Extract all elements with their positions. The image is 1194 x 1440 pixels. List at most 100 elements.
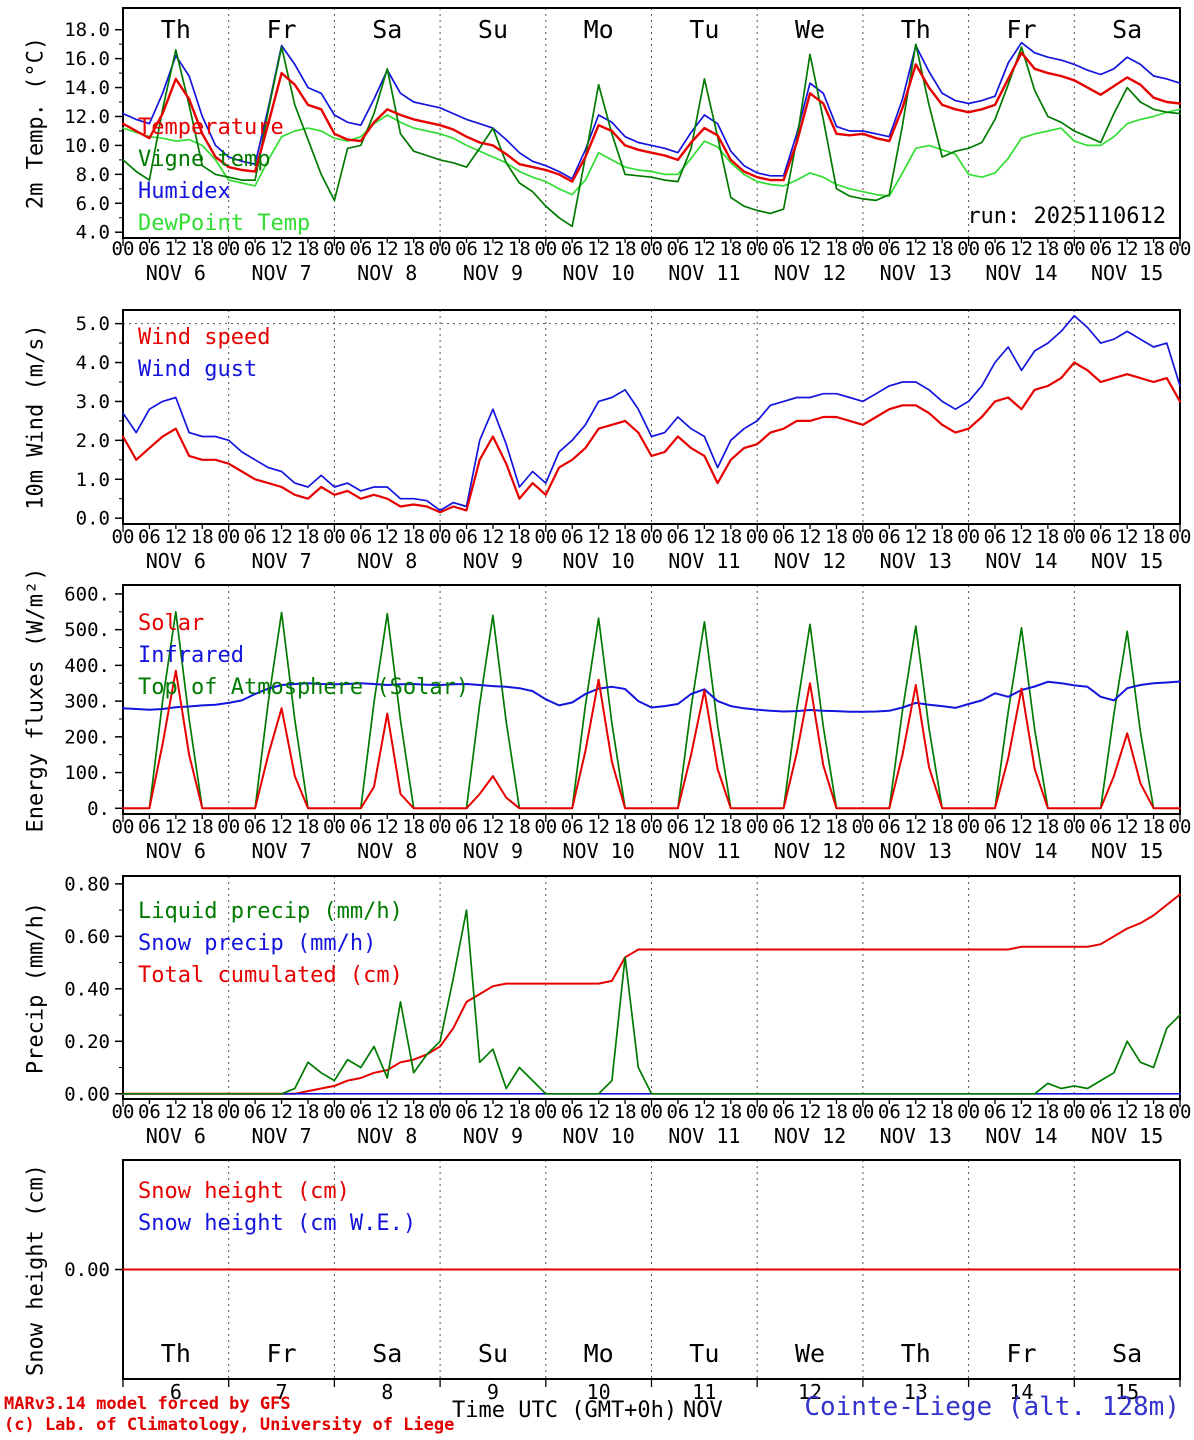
x-tick-label: 18: [297, 1101, 320, 1123]
dow-label-top: Mo: [584, 15, 614, 44]
day-number: 12: [798, 1380, 822, 1404]
x-tick-label: 00: [957, 526, 980, 548]
y-tick-label: 8.0: [76, 164, 110, 186]
x-tick-label: 06: [666, 1101, 689, 1123]
x-tick-label: 12: [904, 1101, 927, 1123]
x-tick-label: 06: [455, 816, 478, 838]
x-tick-label: 06: [138, 816, 161, 838]
month-day-label: NOV 15: [1091, 549, 1163, 573]
x-tick-label: 18: [1142, 816, 1165, 838]
y-tick-label: 500.: [64, 619, 110, 641]
month-day-label: NOV 7: [251, 1124, 311, 1148]
month-day-label: NOV 10: [563, 549, 635, 573]
month-day-label: NOV 11: [668, 839, 740, 863]
y-axis-title-temp: 2m Temp. (°C): [23, 36, 49, 210]
day-number: 10: [587, 1380, 611, 1404]
y-tick-label: 0.80: [64, 873, 110, 895]
x-tick-label: 00: [640, 526, 663, 548]
month-day-label: NOV 6: [146, 549, 206, 573]
day-number: 11: [692, 1380, 716, 1404]
legend-wind-gust: Wind gust: [138, 357, 258, 382]
y-tick-label: 2.0: [76, 430, 110, 452]
y-tick-label: 0.00: [64, 1083, 110, 1105]
x-tick-label: 06: [561, 238, 584, 260]
y-tick-label: 1.0: [76, 469, 110, 491]
x-tick-label: 18: [931, 1101, 954, 1123]
x-tick-label: 18: [402, 1101, 425, 1123]
y-tick-label: 16.0: [64, 48, 110, 70]
y-tick-label: 0.: [87, 798, 110, 820]
x-tick-label: 18: [1036, 1101, 1059, 1123]
x-tick-label: 18: [719, 526, 742, 548]
x-tick-label: 12: [1010, 1101, 1033, 1123]
month-day-label: NOV 13: [880, 1124, 952, 1148]
x-tick-label: 00: [429, 1101, 452, 1123]
x-tick-label: 06: [984, 1101, 1007, 1123]
x-tick-label: 00: [1063, 816, 1086, 838]
x-tick-label: 00: [429, 238, 452, 260]
x-tick-label: 12: [799, 816, 822, 838]
x-tick-label: 06: [878, 1101, 901, 1123]
month-day-label: NOV 13: [880, 839, 952, 863]
x-tick-label: 12: [270, 1101, 293, 1123]
x-tick-label: 12: [587, 238, 610, 260]
x-tick-label: 12: [693, 816, 716, 838]
x-tick-label: 12: [799, 238, 822, 260]
y-tick-label: 200.: [64, 726, 110, 748]
footer-station-title: Cointe-Liege (alt. 128m): [804, 1392, 1180, 1422]
x-tick-label: 00: [1169, 816, 1192, 838]
x-tick-label: 12: [482, 816, 505, 838]
x-tick-label: 18: [297, 526, 320, 548]
x-tick-label: 00: [534, 816, 557, 838]
day-number: 14: [1009, 1380, 1033, 1404]
x-tick-label: 00: [1063, 1101, 1086, 1123]
x-tick-label: 12: [587, 816, 610, 838]
x-tick-label: 12: [270, 526, 293, 548]
month-day-label: NOV 12: [774, 1124, 846, 1148]
x-tick-label: 12: [1116, 816, 1139, 838]
x-tick-label: 18: [402, 238, 425, 260]
x-tick-label: 18: [508, 526, 531, 548]
x-tick-label: 06: [984, 526, 1007, 548]
y-tick-label: 0.40: [64, 978, 110, 1000]
day-number: 15: [1115, 1380, 1139, 1404]
x-tick-label: 00: [217, 816, 240, 838]
x-tick-label: 18: [931, 816, 954, 838]
legend-energy-panel: Solar Infrared Top of Atmosphere (Solar): [138, 608, 469, 704]
x-tick-label: 06: [1089, 238, 1112, 260]
y-tick-label: 14.0: [64, 77, 110, 99]
x-tick-label: 18: [719, 816, 742, 838]
month-day-label: NOV 6: [146, 839, 206, 863]
x-tick-label: 00: [851, 238, 874, 260]
x-tick-label: 18: [931, 238, 954, 260]
x-tick-label: 06: [455, 526, 478, 548]
month-day-label: NOV 9: [463, 549, 523, 573]
month-day-label: NOV 15: [1091, 839, 1163, 863]
x-tick-label: 12: [376, 238, 399, 260]
series-total-cumulated-cm: [122, 893, 1181, 1095]
x-tick-label: 00: [217, 1101, 240, 1123]
dow-label-top: Sa: [372, 15, 402, 44]
dow-label-top: Th: [901, 15, 931, 44]
run-label: run: 2025110612: [967, 204, 1166, 229]
x-tick-label: 18: [508, 238, 531, 260]
legend-snow-height: Snow height (cm): [138, 1179, 350, 1204]
x-tick-label: 06: [138, 526, 161, 548]
y-tick-label: 400.: [64, 655, 110, 677]
x-tick-label: 00: [217, 238, 240, 260]
series-liquid-precip-mm-h: [122, 909, 1181, 1095]
day-number: 9: [487, 1380, 499, 1404]
x-tick-label: 00: [957, 816, 980, 838]
x-tick-label: 00: [429, 816, 452, 838]
x-tick-label: 06: [666, 816, 689, 838]
x-tick-label: 06: [984, 816, 1007, 838]
x-tick-label: 06: [244, 526, 267, 548]
x-tick-label: 00: [1169, 526, 1192, 548]
y-tick-label: 0.00: [64, 1259, 110, 1281]
y-tick-label: 0.60: [64, 926, 110, 948]
x-tick-label: 06: [878, 238, 901, 260]
series-wind-gust: [122, 314, 1181, 512]
day-number: 6: [170, 1380, 182, 1404]
x-tick-label: 06: [138, 1101, 161, 1123]
